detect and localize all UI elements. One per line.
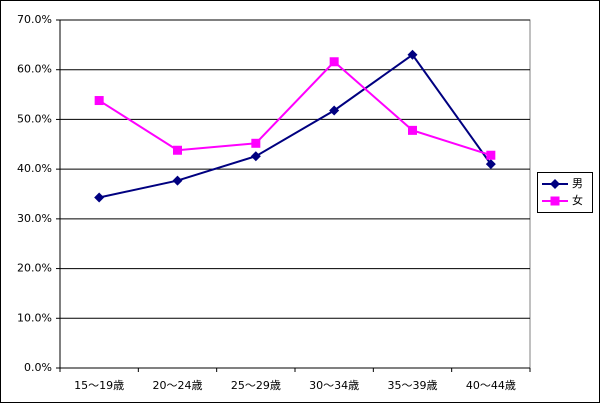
- y-tick-label: 0.0%: [24, 361, 52, 374]
- marker: [329, 57, 339, 67]
- marker: [408, 125, 417, 135]
- series-line: [98, 53, 492, 199]
- marker: [251, 138, 261, 148]
- y-tick-label: 70.0%: [17, 13, 52, 26]
- legend-box: [537, 172, 593, 213]
- marker: [173, 145, 182, 155]
- marker: [486, 150, 496, 160]
- x-tick-label: 30〜34歳: [309, 379, 359, 392]
- legend-label: 女: [572, 193, 583, 207]
- marker: [550, 196, 560, 206]
- x-tick-label: 20〜24歳: [153, 379, 203, 392]
- marker: [329, 105, 340, 116]
- legend: 男女: [537, 172, 593, 213]
- marker: [250, 151, 261, 162]
- y-tick-label: 20.0%: [17, 262, 52, 275]
- y-tick-label: 30.0%: [17, 212, 52, 225]
- x-tick-label: 40〜44歳: [466, 379, 516, 392]
- marker: [172, 175, 183, 186]
- marker: [94, 96, 104, 106]
- x-tick-label: 15〜19歳: [74, 379, 124, 392]
- x-tick-label: 25〜29歳: [231, 379, 281, 392]
- y-tick-label: 40.0%: [17, 162, 52, 175]
- y-tick-label: 60.0%: [17, 63, 52, 76]
- x-tick-label: 35〜39歳: [388, 379, 438, 392]
- marker: [485, 159, 496, 170]
- marker: [94, 192, 105, 203]
- y-tick-label: 50.0%: [17, 112, 52, 125]
- series-line: [98, 60, 492, 157]
- marker: [407, 49, 418, 60]
- y-tick-label: 10.0%: [17, 311, 52, 324]
- marker: [550, 179, 560, 189]
- plot-area: [59, 19, 531, 369]
- legend-label: 男: [572, 177, 583, 190]
